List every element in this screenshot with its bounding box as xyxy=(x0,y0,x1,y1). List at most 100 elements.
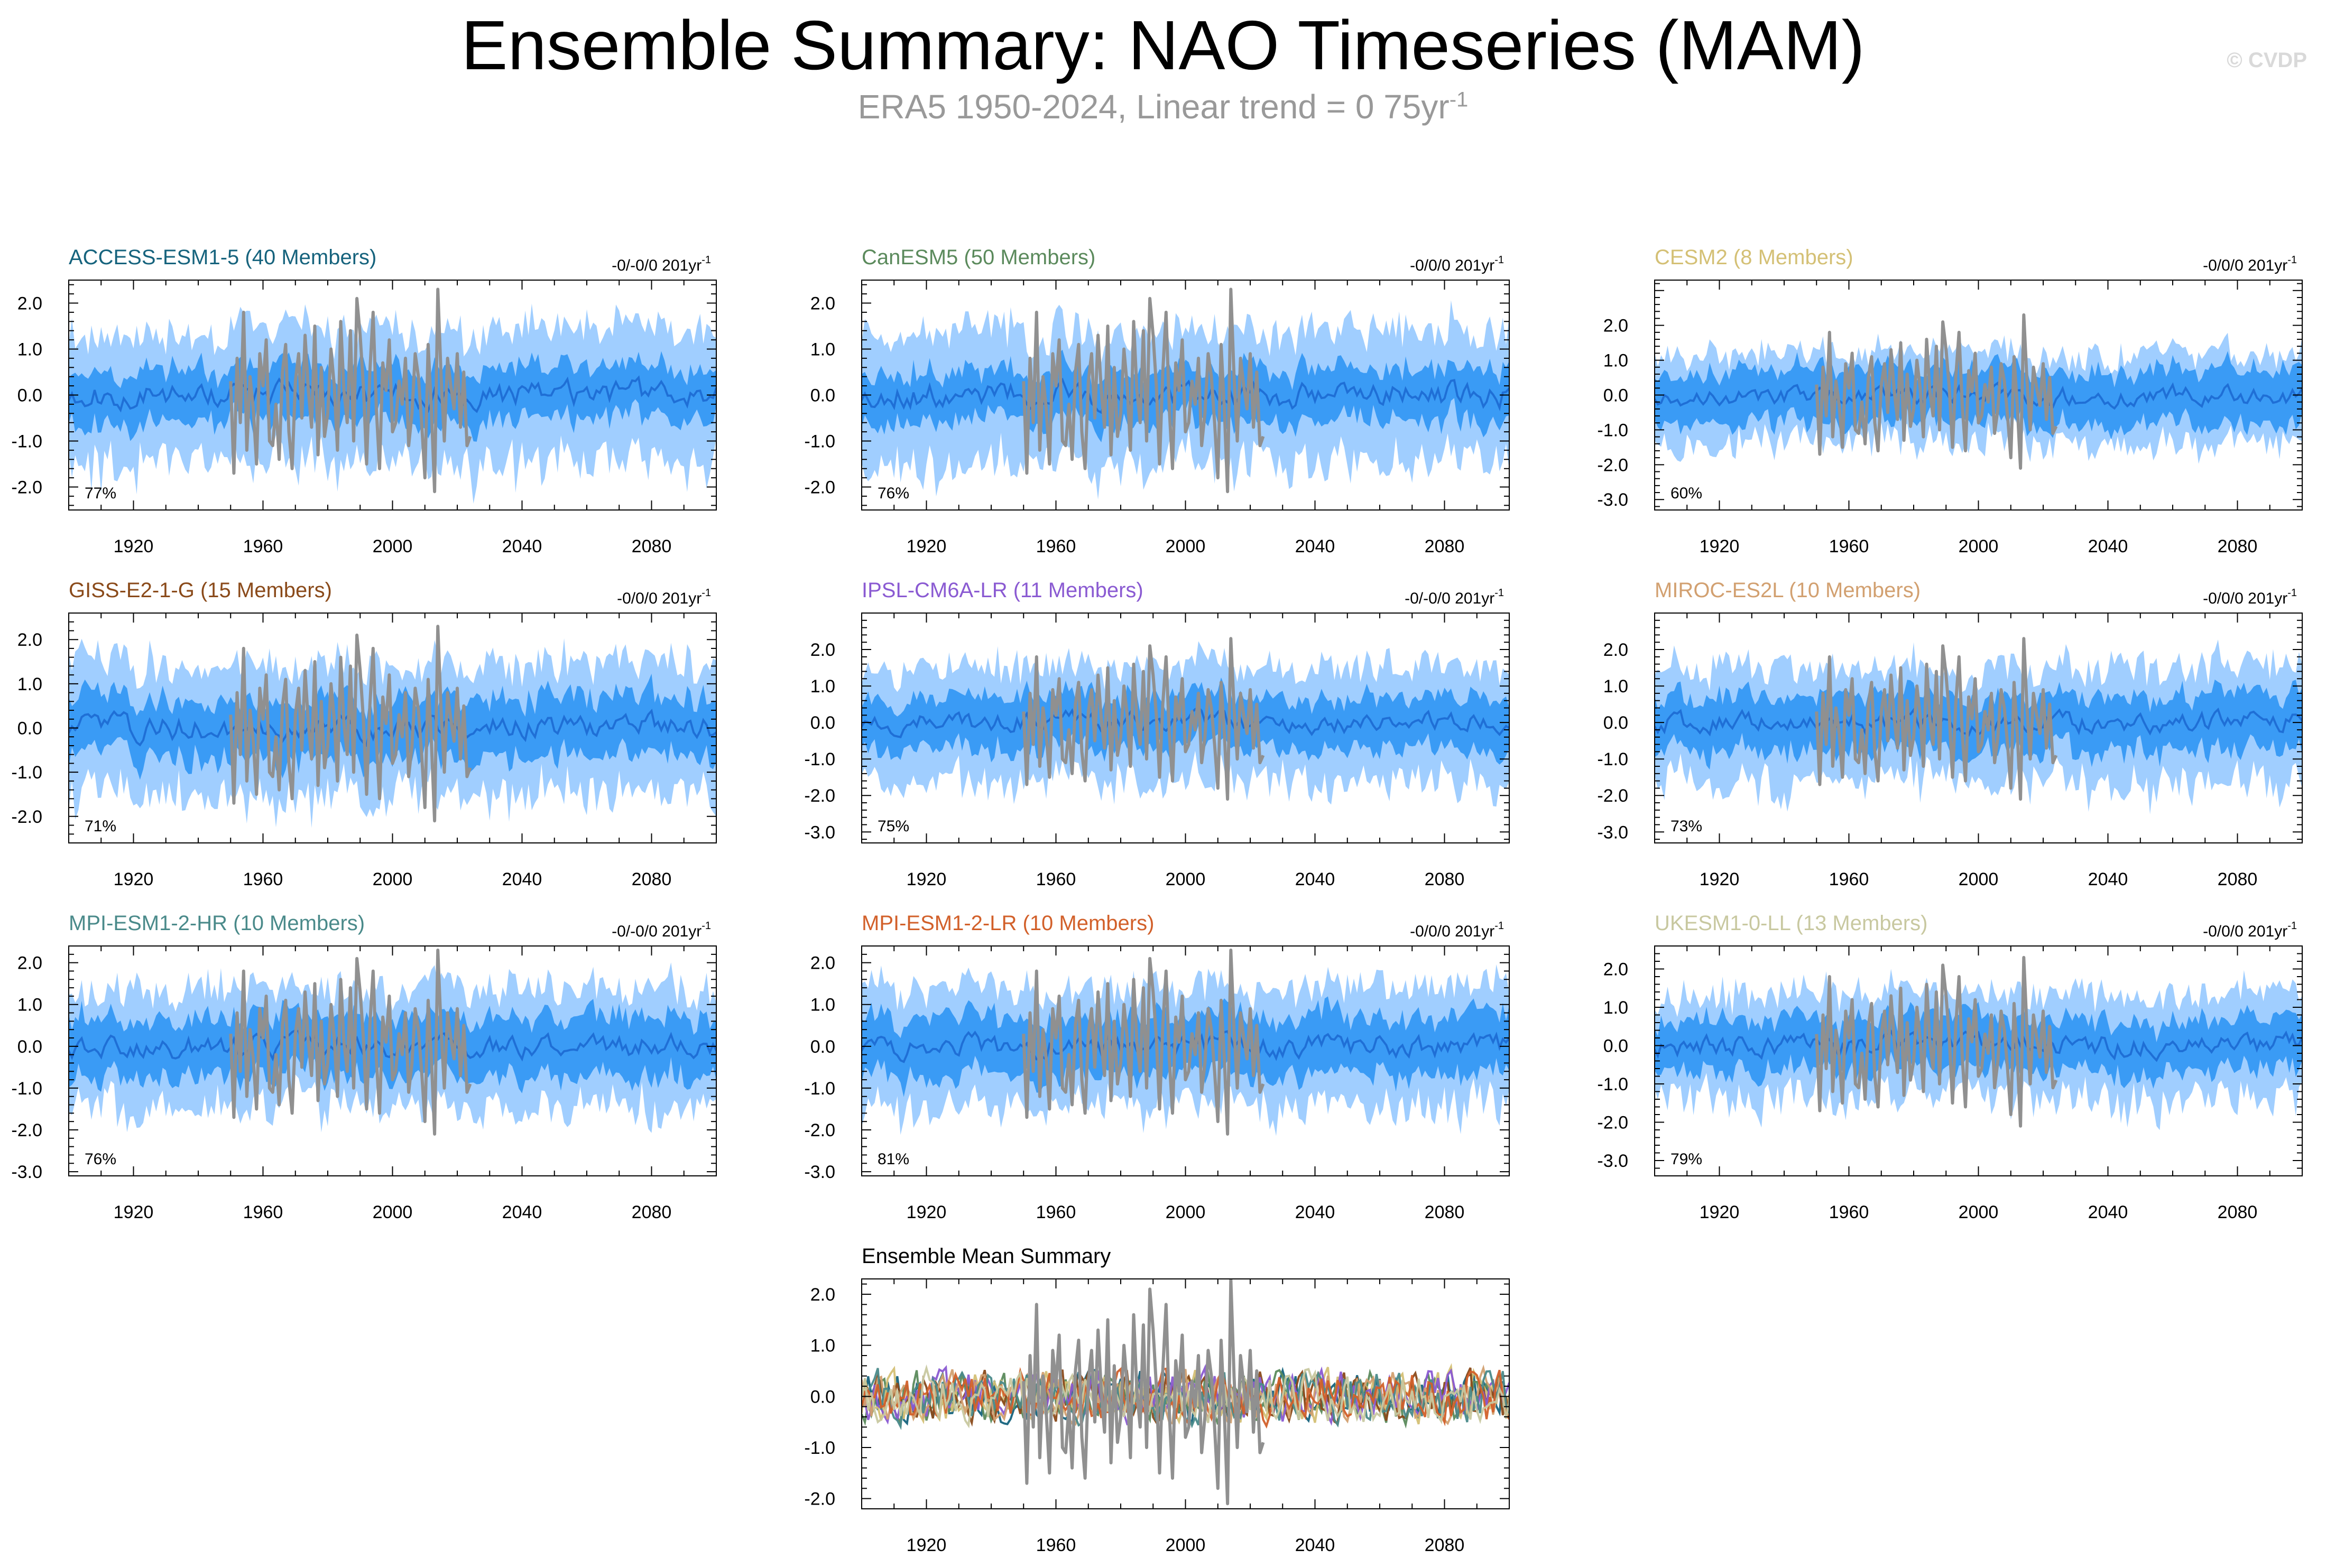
panel-4-xtick-label: 2040 xyxy=(502,869,542,889)
panel-5-title: IPSL-CM6A-LR (11 Members) xyxy=(862,579,1143,602)
copyright-watermark: © CVDP xyxy=(2227,49,2307,72)
panel-9-xtick-label: 1960 xyxy=(1829,1202,1869,1222)
panel-6-xtick-label: 2000 xyxy=(1959,869,1999,889)
panel-9-ytick-label: -3.0 xyxy=(1597,1151,1628,1171)
panel-10-xtick-label: 2000 xyxy=(1166,1535,1206,1555)
panel-4-ytick-label: 2.0 xyxy=(17,630,42,650)
panel-8-ytick-label: -1.0 xyxy=(804,1079,835,1099)
panel-7-ytick-label: -3.0 xyxy=(11,1162,42,1182)
panel-3-xtick-label: 1920 xyxy=(1700,536,1740,556)
panel-3: 60% -0/0/0 201yr-1 1920 1960 2000 2040 2080 2.0… xyxy=(1597,246,2303,556)
panel-9-plot-area xyxy=(1655,955,2302,1130)
panel-6-percent-label: 73% xyxy=(1670,818,1702,835)
panel-2-ytick-label: 2.0 xyxy=(810,294,835,314)
panel-7-ytick-label: 2.0 xyxy=(17,953,42,973)
panel-7-ytick-label: -1.0 xyxy=(11,1079,42,1099)
panel-4-ytick-label: 0.0 xyxy=(17,719,42,739)
panel-8-plot-area xyxy=(862,948,1509,1136)
panel-5-observations-line xyxy=(1022,637,1265,801)
panel-6-xtick-label: 2080 xyxy=(2218,869,2258,889)
panel-2-percent-label: 76% xyxy=(878,485,909,502)
panel-5-xtick-label: 2080 xyxy=(1425,869,1465,889)
panel-9-ytick-label: -1.0 xyxy=(1597,1074,1628,1094)
panel-2-trend-exponent: -1 xyxy=(1494,254,1504,266)
panel-6-ytick-label: -3.0 xyxy=(1597,822,1628,842)
panel-5-ytick-label: -1.0 xyxy=(804,749,835,769)
panel-5-xtick-label: 1920 xyxy=(907,869,947,889)
panel-5-ytick-label: -2.0 xyxy=(804,786,835,806)
panel-6-ytick-label: -2.0 xyxy=(1597,786,1628,806)
panel-3-observations-line xyxy=(1815,313,2058,470)
panel-10-xtick-label: 1920 xyxy=(907,1535,947,1555)
panel-5-ytick-label: 1.0 xyxy=(810,676,835,697)
panel-1-xtick-label: 2000 xyxy=(373,536,413,556)
panel-1-title: ACCESS-ESM1-5 (40 Members) xyxy=(69,246,376,269)
panel-9-ensemble-mean-line xyxy=(1655,1029,2302,1062)
panel-7-ytick-label: 1.0 xyxy=(17,995,42,1015)
panel-6-ytick-label: 0.0 xyxy=(1603,713,1628,733)
panel-6-title: MIROC-ES2L (10 Members) xyxy=(1655,579,1921,602)
panel-3-ytick-label: -2.0 xyxy=(1597,455,1628,475)
panel-8-ytick-label: 1.0 xyxy=(810,995,835,1015)
panel-1-trend-label: -0/-0/0 201yr-1 xyxy=(612,254,711,274)
panel-6-ytick-label: 2.0 xyxy=(1603,640,1628,660)
panel-6-trend-exponent: -1 xyxy=(2287,587,2297,599)
panel-3-ytick-label: 1.0 xyxy=(1603,351,1628,371)
panel-10-ytick-label: -1.0 xyxy=(804,1438,835,1458)
panel-2-ensemble-mean-line xyxy=(862,377,1509,414)
panel-2-trend-label: -0/0/0 201yr-1 xyxy=(1410,254,1504,274)
panel-10-ytick-label: -2.0 xyxy=(804,1489,835,1509)
panel-6-trend-label: -0/0/0 201yr-1 xyxy=(2203,587,2297,607)
panel-1-xtick-label: 2040 xyxy=(502,536,542,556)
panel-5-plot-area xyxy=(862,637,1509,807)
panel-7-percent-label: 76% xyxy=(85,1151,116,1168)
panel-7: 76% -0/-0/0 201yr-1 1920 1960 2000 2040 2080 2.… xyxy=(11,912,717,1222)
panel-8: 81% -0/0/0 201yr-1 1920 1960 2000 2040 2080 2.0… xyxy=(804,912,1510,1222)
panel-8-ytick-label: -2.0 xyxy=(804,1120,835,1140)
panel-3-ytick-label: 2.0 xyxy=(1603,316,1628,336)
panel-2-xtick-label: 2040 xyxy=(1295,536,1335,556)
panel-2-xtick-label: 2000 xyxy=(1166,536,1206,556)
panel-2-xtick-label: 2080 xyxy=(1425,536,1465,556)
panel-5-xtick-label: 2040 xyxy=(1295,869,1335,889)
panel-8-title: MPI-ESM1-2-LR (10 Members) xyxy=(862,912,1154,935)
panel-4-observations-line xyxy=(229,625,472,823)
panel-2-plot-area xyxy=(862,287,1509,499)
panel-8-ytick-label: -3.0 xyxy=(804,1162,835,1182)
panel-7-xtick-label: 1920 xyxy=(114,1202,154,1222)
panel-9-ytick-label: -2.0 xyxy=(1597,1113,1628,1133)
panel-4-percent-label: 71% xyxy=(85,818,116,835)
panel-5-xtick-label: 1960 xyxy=(1036,869,1076,889)
panel-5-percent-label: 75% xyxy=(878,818,909,835)
panel-9-ytick-label: 0.0 xyxy=(1603,1036,1628,1056)
panel-8-trend-label: -0/0/0 201yr-1 xyxy=(1410,920,1504,940)
panel-10-ytick-label: 0.0 xyxy=(810,1387,835,1407)
panel-3-ytick-label: 0.0 xyxy=(1603,386,1628,406)
panel-3-xtick-label: 1960 xyxy=(1829,536,1869,556)
panel-5-trend-label: -0/-0/0 201yr-1 xyxy=(1405,587,1504,607)
page-title: Ensemble Summary: NAO Timeseries (MAM) xyxy=(461,6,1865,84)
panel-6-ytick-label: -1.0 xyxy=(1597,749,1628,769)
panel-3-trend-label: -0/0/0 201yr-1 xyxy=(2203,254,2297,274)
panel-8-xtick-label: 1960 xyxy=(1036,1202,1076,1222)
panel-4-xtick-label: 1960 xyxy=(243,869,283,889)
panel-1-xtick-label: 1920 xyxy=(114,536,154,556)
panel-4-xtick-label: 1920 xyxy=(114,869,154,889)
panel-7-plot-area xyxy=(69,948,716,1136)
panel-7-xtick-label: 2000 xyxy=(373,1202,413,1222)
panel-6-plot-area xyxy=(1655,637,2302,814)
panel-4-plot-area xyxy=(69,625,716,828)
panel-8-xtick-label: 1920 xyxy=(907,1202,947,1222)
panel-10-title: Ensemble Mean Summary xyxy=(862,1245,1111,1268)
panel-10-ytick-label: 2.0 xyxy=(810,1285,835,1305)
panel-9-xtick-label: 2080 xyxy=(2218,1202,2258,1222)
panel-7-trend-exponent: -1 xyxy=(702,920,711,932)
panel-3-trend-exponent: -1 xyxy=(2287,254,2297,266)
panel-9-ytick-label: 1.0 xyxy=(1603,998,1628,1018)
panel-3-xtick-label: 2040 xyxy=(2088,536,2128,556)
panel-4-trend-label: -0/0/0 201yr-1 xyxy=(617,587,711,607)
panel-7-observations-line xyxy=(229,948,472,1136)
panel-4-ytick-label: 1.0 xyxy=(17,674,42,694)
panel-9-xtick-label: 2040 xyxy=(2088,1202,2128,1222)
